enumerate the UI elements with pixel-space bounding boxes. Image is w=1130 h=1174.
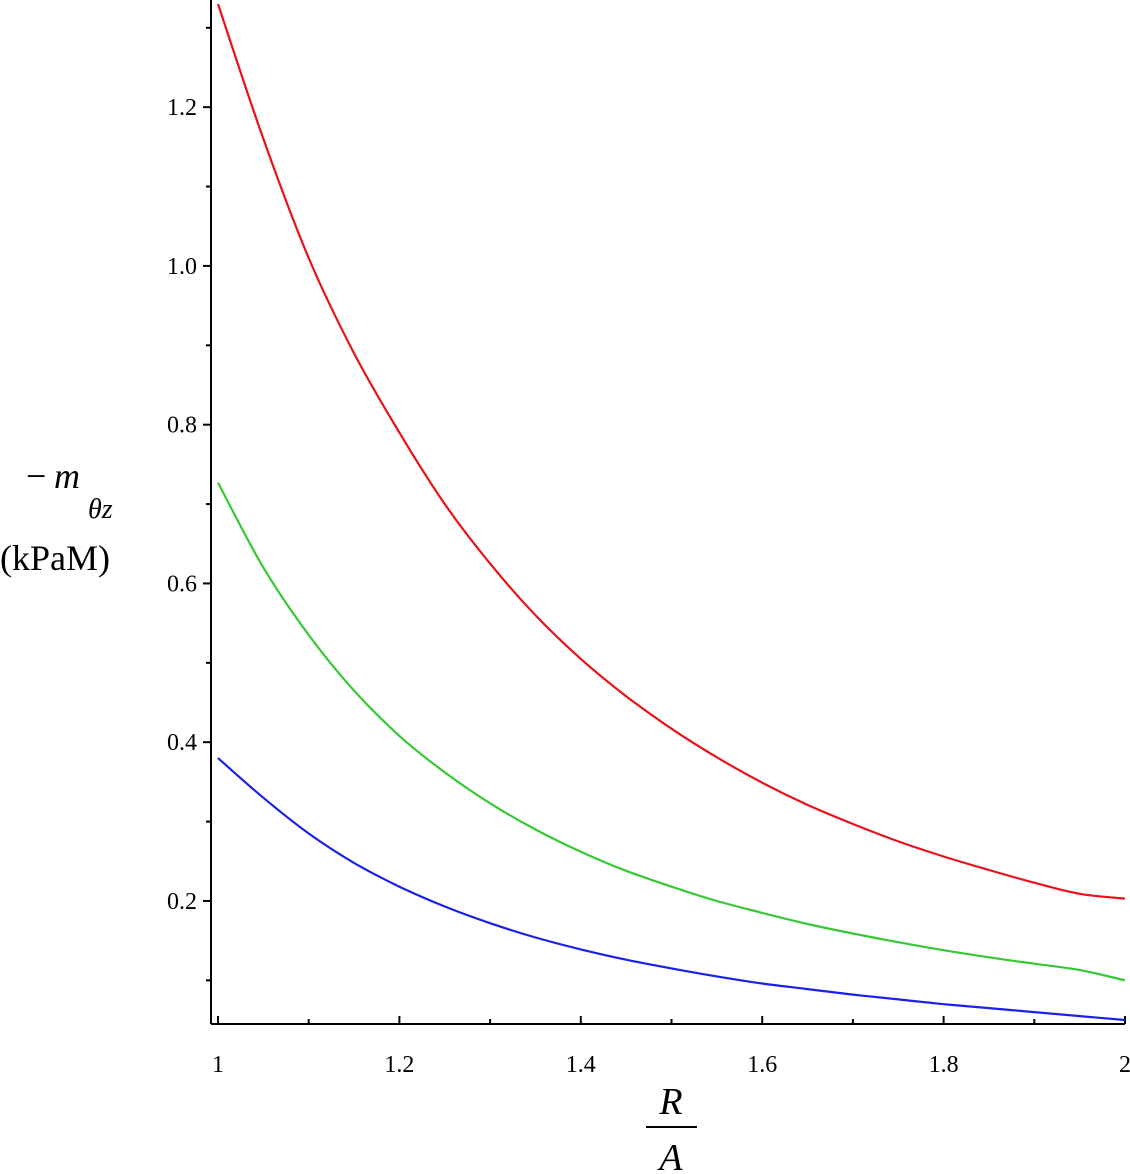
- y-axis-label: − m θz (kPaM): [0, 456, 113, 578]
- y-tick-labels: 0.2 0.4 0.6 0.8 1.0 1.2: [167, 95, 197, 915]
- y-tick-label: 0.4: [167, 730, 197, 756]
- y-label-prefix: −: [26, 456, 46, 496]
- series-line-1: [216, 3, 1126, 900]
- axes: [203, 0, 1126, 1025]
- x-label-numerator: R: [658, 1081, 682, 1123]
- x-tick-label: 1.8: [929, 1052, 959, 1078]
- x-tick-label: 1.6: [747, 1052, 777, 1078]
- y-tick-label: 0.2: [167, 889, 197, 915]
- series-line-2: [217, 482, 1126, 982]
- y-tick-label: 0.8: [167, 413, 197, 439]
- x-tick-label: 2: [1119, 1052, 1130, 1078]
- x-tick-label: 1.2: [384, 1052, 414, 1078]
- x-axis-label: R A: [646, 1081, 697, 1174]
- x-tick-label: 1: [212, 1052, 224, 1078]
- y-label-unit: (kPaM): [0, 538, 110, 578]
- x-label-denominator: A: [656, 1137, 683, 1174]
- x-tick-label: 1.4: [566, 1052, 596, 1078]
- y-label-subscript: θz: [88, 494, 113, 525]
- y-tick-label: 0.6: [167, 571, 197, 597]
- y-tick-label: 1.2: [167, 95, 197, 121]
- series-line-3: [217, 757, 1126, 1022]
- series-layer: [216, 3, 1126, 1022]
- y-tick-label: 1.0: [167, 254, 197, 280]
- x-tick-labels: 1 1.2 1.4 1.6 1.8 2: [212, 1052, 1130, 1078]
- y-label-symbol: m: [54, 456, 80, 496]
